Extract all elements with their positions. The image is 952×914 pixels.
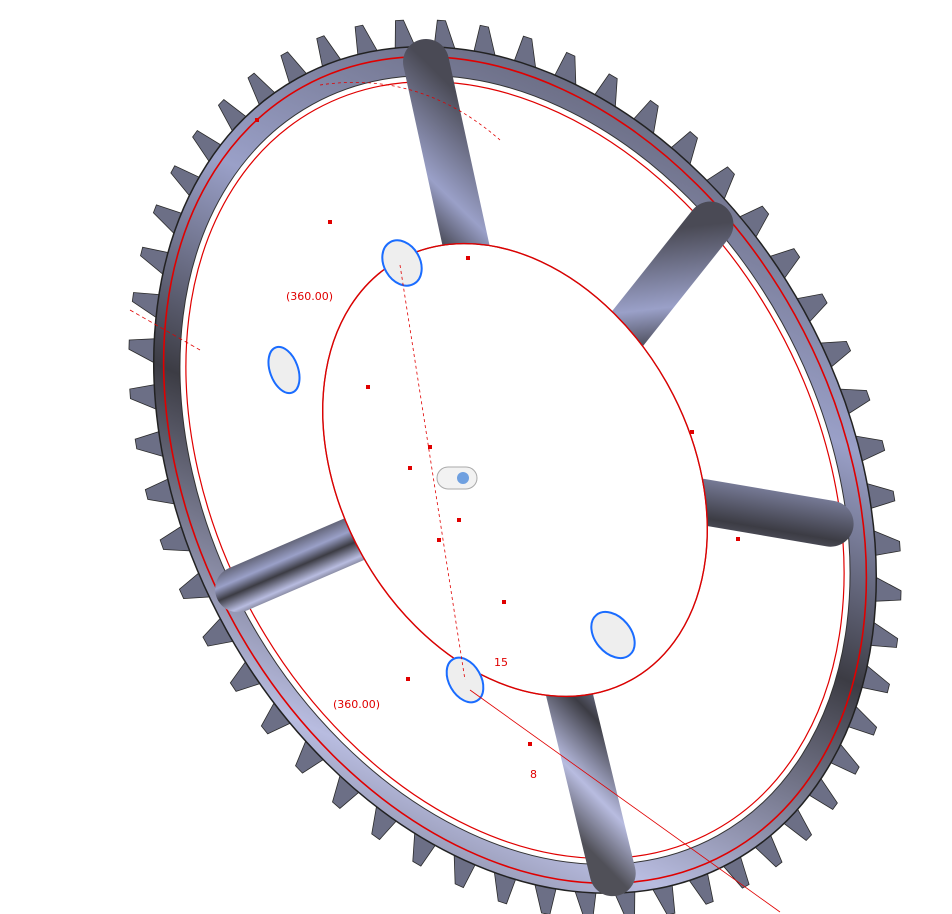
point: [528, 742, 532, 746]
axis-line: [399, 264, 466, 681]
point: [255, 118, 259, 122]
bolt-holes: [267, 239, 636, 704]
sketch-inner: [185, 80, 845, 860]
point: [408, 466, 412, 470]
arc: [319, 82, 501, 141]
sketch-points: [255, 118, 740, 746]
dimension-label: (360.00): [286, 290, 333, 303]
point: [328, 220, 332, 224]
point: [366, 385, 370, 389]
dimension-label: 8: [530, 768, 537, 781]
point: [406, 677, 410, 681]
point: [502, 600, 506, 604]
origin-dot: [457, 472, 469, 484]
dimension-label: 15: [494, 656, 508, 669]
point: [736, 537, 740, 541]
point: [457, 518, 461, 522]
construction-lines: [129, 82, 781, 913]
chainring: [153, 38, 877, 897]
tooth: [128, 338, 157, 365]
origin-icon: [436, 466, 478, 490]
point: [428, 445, 432, 449]
bolt-hole: [590, 610, 636, 660]
bolt-hole: [267, 345, 301, 395]
teeth: [128, 19, 902, 914]
point: [690, 430, 694, 434]
point: [437, 538, 441, 542]
bolt-hole: [381, 239, 423, 287]
tooth: [873, 575, 902, 602]
axis-line: [469, 689, 781, 913]
dimension-label: (360.00): [333, 698, 380, 711]
point: [466, 256, 470, 260]
